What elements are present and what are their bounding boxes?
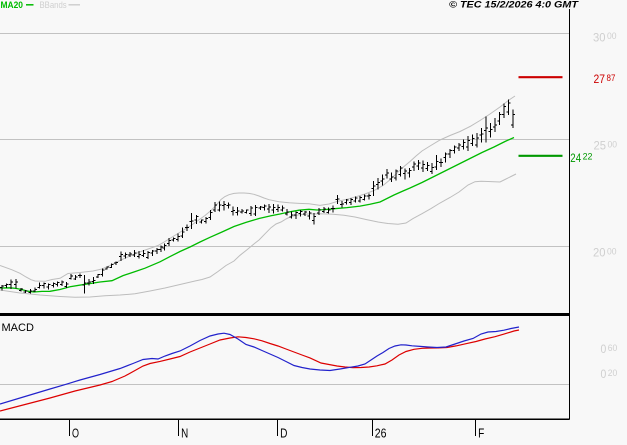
svg-text:2787: 2787 — [594, 72, 616, 86]
svg-text:O: O — [72, 427, 79, 440]
svg-text:2500: 2500 — [594, 139, 618, 153]
svg-text:D: D — [280, 427, 287, 440]
svg-text:F: F — [478, 427, 484, 440]
svg-text:3000: 3000 — [593, 30, 617, 44]
svg-text:020: 020 — [601, 367, 618, 381]
svg-text:N: N — [181, 427, 188, 440]
svg-text:060: 060 — [601, 342, 618, 356]
svg-text:MACD: MACD — [2, 322, 34, 334]
svg-text:2000: 2000 — [593, 245, 617, 259]
svg-text:© TEC 15/2/2026 4:0 GMT: © TEC 15/2/2026 4:0 GMT — [449, 0, 580, 9]
svg-text:26: 26 — [375, 427, 387, 440]
svg-text:MA20: MA20 — [1, 0, 24, 11]
svg-text:2422: 2422 — [570, 151, 592, 165]
svg-text:BBands: BBands — [40, 0, 67, 11]
